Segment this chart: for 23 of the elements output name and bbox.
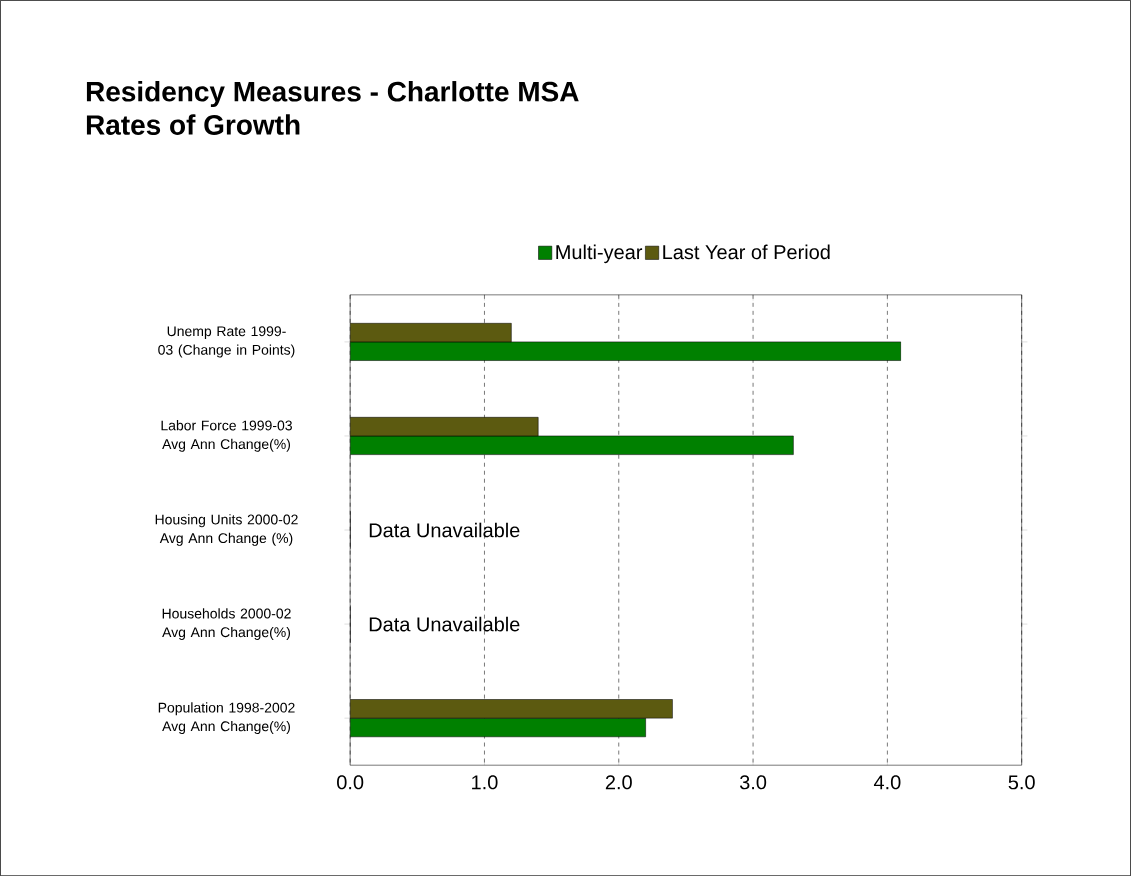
annotation: Data Unavailable bbox=[369, 522, 520, 538]
y-tick-label: Unemp Rate 1999-03 (Change in Points) bbox=[158, 326, 295, 358]
y-tick-label: Households 2000-02 Avg Ann Change(%) bbox=[162, 608, 291, 640]
bar bbox=[350, 717, 646, 737]
legend-label: Last Year of Period bbox=[663, 244, 830, 260]
x-tick-label: 4.0 bbox=[873, 775, 901, 790]
legend-label: Multi-year bbox=[556, 244, 643, 264]
bar bbox=[350, 322, 512, 343]
y-tick-label: Population 1998-2002 Avg Ann Change(%) bbox=[158, 702, 295, 734]
chart-title: Residency Measures - Charlotte MSA bbox=[86, 80, 579, 108]
x-tick-label: 0.0 bbox=[337, 775, 364, 790]
x-tick-label: 3.0 bbox=[739, 775, 767, 790]
bar bbox=[350, 341, 902, 361]
y-tick-label: Housing Units 2000-02 Avg Ann Change (%) bbox=[155, 514, 298, 546]
x-tick-label: 5.0 bbox=[1008, 775, 1035, 790]
bar bbox=[350, 699, 673, 719]
bar bbox=[350, 416, 539, 437]
x-tick-label: 1.0 bbox=[472, 775, 498, 790]
x-tick-label: 2.0 bbox=[605, 775, 632, 790]
annotation: Data Unavailable bbox=[369, 616, 520, 632]
y-tick-label: Labor Force 1999-03 Avg Ann Change(%) bbox=[161, 420, 292, 452]
chart-subtitle: Rates of Growth bbox=[86, 114, 300, 135]
bar bbox=[350, 435, 794, 455]
